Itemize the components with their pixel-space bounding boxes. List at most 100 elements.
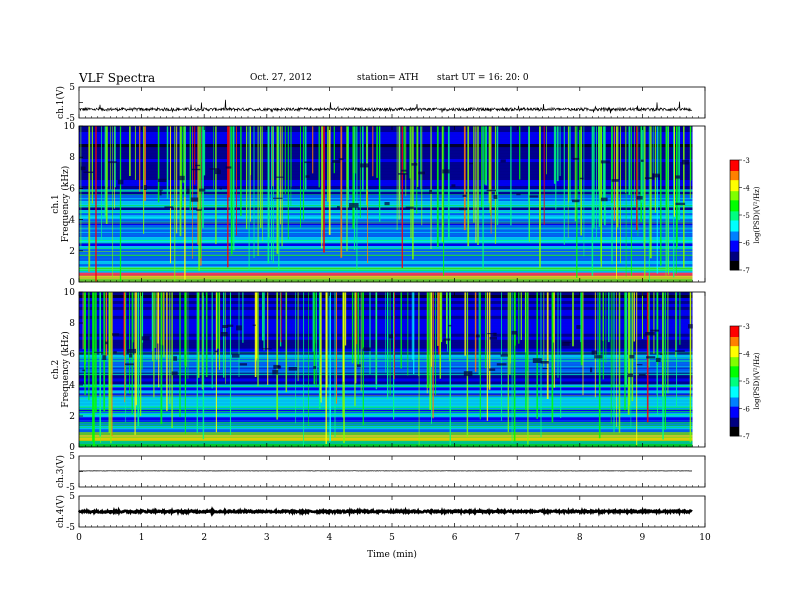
ch1-spectrogram-band: [79, 153, 693, 157]
ch1-spectrogram-colorbar-cell: [730, 249, 739, 253]
ch1-spectrogram-dark-patch: [215, 169, 221, 175]
ch1-spectrogram-dark-patch: [196, 209, 202, 211]
ch1-spectrogram-dark-patch: [529, 195, 539, 198]
ch1-spectrogram-colorbar-cell: [730, 174, 739, 177]
ch2-spectrogram-dark-patch: [532, 358, 542, 363]
ch1-spectrogram-dark-patch: [179, 175, 185, 181]
ch1-spectrogram-band: [79, 183, 693, 187]
xaxis-tick-label: 3: [264, 533, 270, 543]
ch1-spectrogram-colorbar-tick-label: -4: [743, 185, 750, 193]
date-label: Oct. 27, 2012: [250, 73, 312, 83]
ch1-waveform-ytick-label: -5: [66, 114, 75, 124]
ch1-spectrogram-colorbar-cell: [730, 167, 739, 170]
ch2-spectrogram-dark-patch: [173, 356, 177, 361]
ch1-spectrogram-dark-patch: [411, 163, 418, 166]
ch1-spectrogram-dark-patch: [195, 164, 201, 167]
ch2-spectrogram-dark-patch: [563, 342, 571, 343]
ch2-spectrogram-colorbar-cell: [730, 392, 739, 395]
ch1-spectrogram-colorbar-cell: [730, 244, 739, 247]
ch1-spectrogram-band: [79, 159, 693, 163]
ch2-spectrogram-colorbar-cell: [730, 364, 739, 367]
ch1-spectrogram-colorbar-cell: [730, 200, 739, 203]
ch2-spectrogram-dark-patch: [252, 324, 256, 326]
ch2-spectrogram-dark-patch: [636, 364, 643, 366]
ch3-waveform-ytick-label: -5: [66, 483, 75, 493]
ch1-spectrogram-band: [79, 240, 693, 244]
ch1-waveform-ylabel: ch.1(V): [55, 86, 66, 119]
ch2-spectrogram-colorbar-cell: [730, 366, 739, 369]
ch1-spectrogram-band: [79, 210, 693, 214]
ch2-spectrogram-dark-patch: [659, 353, 663, 355]
ch1-spectrogram-dark-patch: [158, 178, 167, 182]
ch1-spectrogram-colorbar-cell: [730, 255, 739, 258]
ch2-spectrogram-dark-patch: [688, 324, 693, 329]
ch2-spectrogram-band: [79, 387, 693, 391]
ch2-spectrogram-dark-patch: [231, 354, 240, 358]
ch2-spectrogram-colorbar-cell: [730, 377, 739, 380]
ch2-spectrogram-dark-patch: [262, 348, 272, 350]
ch2-spectrogram-colorbar-cell: [730, 410, 739, 413]
ch2-spectrogram-dark-patch: [638, 374, 646, 376]
ch2-spectrogram-colorbar-cell: [730, 381, 739, 384]
ch2-spectrogram-dark-patch: [542, 368, 548, 370]
ch2-spectrogram-colorbar-cell: [730, 417, 739, 420]
ch2-spectrogram-colorbar-label-text: log(PSD)(V²/Hz): [753, 352, 761, 409]
ch3-waveform-frame: [78, 455, 706, 488]
ch2-spectrogram-dark-patch: [288, 367, 297, 371]
ch2-spectrogram-colorbar-cell: [730, 331, 739, 334]
ch1-spectrogram-band: [79, 222, 693, 226]
ch2-spectrogram-ytick-label: 10: [64, 288, 76, 298]
ch1-spectrogram-colorbar-cell: [730, 224, 739, 227]
ch1-spectrogram-dark-patch: [636, 196, 643, 200]
ch1-spectrogram-colorbar-cell: [730, 233, 739, 236]
ch1-spectrogram-colorbar-cell: [730, 259, 739, 262]
ch1-spectrogram-dark-patch: [579, 177, 584, 180]
ch1-spectrogram-colorbar-cell: [730, 185, 739, 188]
ch1-spectrogram-colorbar-cell: [730, 182, 739, 185]
ch1-spectrogram-colorbar-cell: [730, 237, 739, 240]
ch1-spectrogram-colorbar-label: log(PSD)(V²/Hz): [753, 186, 761, 243]
ch2-spectrogram-dark-patch: [113, 351, 117, 354]
ch2-spectrogram-colorbar-cell: [730, 423, 739, 426]
ch1-spectrogram-dark-patch: [459, 207, 467, 211]
ch2-spectrogram-colorbar-cell: [730, 362, 739, 365]
ch1-spectrogram-dark-patch: [83, 171, 94, 173]
ch1-spectrogram-colorbar-cell: [730, 262, 739, 265]
ch2-spectrogram-dark-patch: [356, 364, 361, 367]
ch1-spectrogram-ytick-label: 8: [69, 153, 75, 163]
ch2-spectrogram-dark-patch: [313, 366, 317, 369]
ch1-spectrogram-band: [79, 207, 693, 211]
ch2-spectrogram-dark-patch: [627, 373, 633, 378]
ch2-spectrogram-colorbar-cell: [730, 379, 739, 382]
ch2-spectrogram-dark-patch: [239, 363, 247, 366]
ch1-spectrogram-colorbar-cell: [730, 171, 739, 174]
ch1-spectrogram-ytick-label: 0: [69, 278, 75, 288]
ch1-spectrogram-dark-patch: [101, 186, 106, 189]
ch2-spectrogram-dark-patch: [650, 329, 659, 332]
ch2-spectrogram-colorbar-tick-label: -6: [743, 406, 750, 414]
ch2-spectrogram-ytick-label: 0: [69, 443, 75, 453]
ch1-spectrogram-colorbar-tick-label: -3: [743, 157, 750, 165]
ch4-waveform-ylabel-text: ch.4(V): [55, 495, 66, 528]
ch2-spectrogram-colorbar-cell: [730, 329, 739, 332]
ch1-spectrogram-dark-patch: [644, 177, 655, 179]
ch1-spectrogram-dark-patch: [640, 159, 644, 162]
ch2-spectrogram-colorbar-cell: [730, 406, 739, 409]
ch1-spectrogram-ylabel: ch.1 Frequency (kHz): [51, 166, 71, 243]
ch2-spectrogram-colorbar-cell: [730, 355, 739, 358]
ch1-spectrogram-band: [79, 186, 693, 190]
ch1-spectrogram-band: [79, 213, 693, 217]
ch1-spectrogram-ylabel-text: Frequency (kHz): [60, 166, 71, 243]
ch2-spectrogram-dark-patch: [496, 363, 507, 366]
ch3-waveform-ylabel: ch.3(V): [55, 455, 66, 488]
ch1-spectrogram-colorbar-cell: [730, 227, 739, 231]
ch2-spectrogram-dark-patch: [561, 341, 570, 346]
ch1-spectrogram-band: [79, 147, 693, 151]
ch1-spectrogram-ytick-label: 10: [64, 122, 76, 132]
ch2-spectrogram-colorbar-cell: [730, 390, 739, 393]
ch2-spectrogram-band: [79, 381, 693, 385]
ch1-spectrogram-colorbar-cell: [730, 222, 739, 225]
ch1-spectrogram-colorbar-cell: [730, 169, 739, 172]
ch1-waveform-trace: [78, 99, 693, 114]
